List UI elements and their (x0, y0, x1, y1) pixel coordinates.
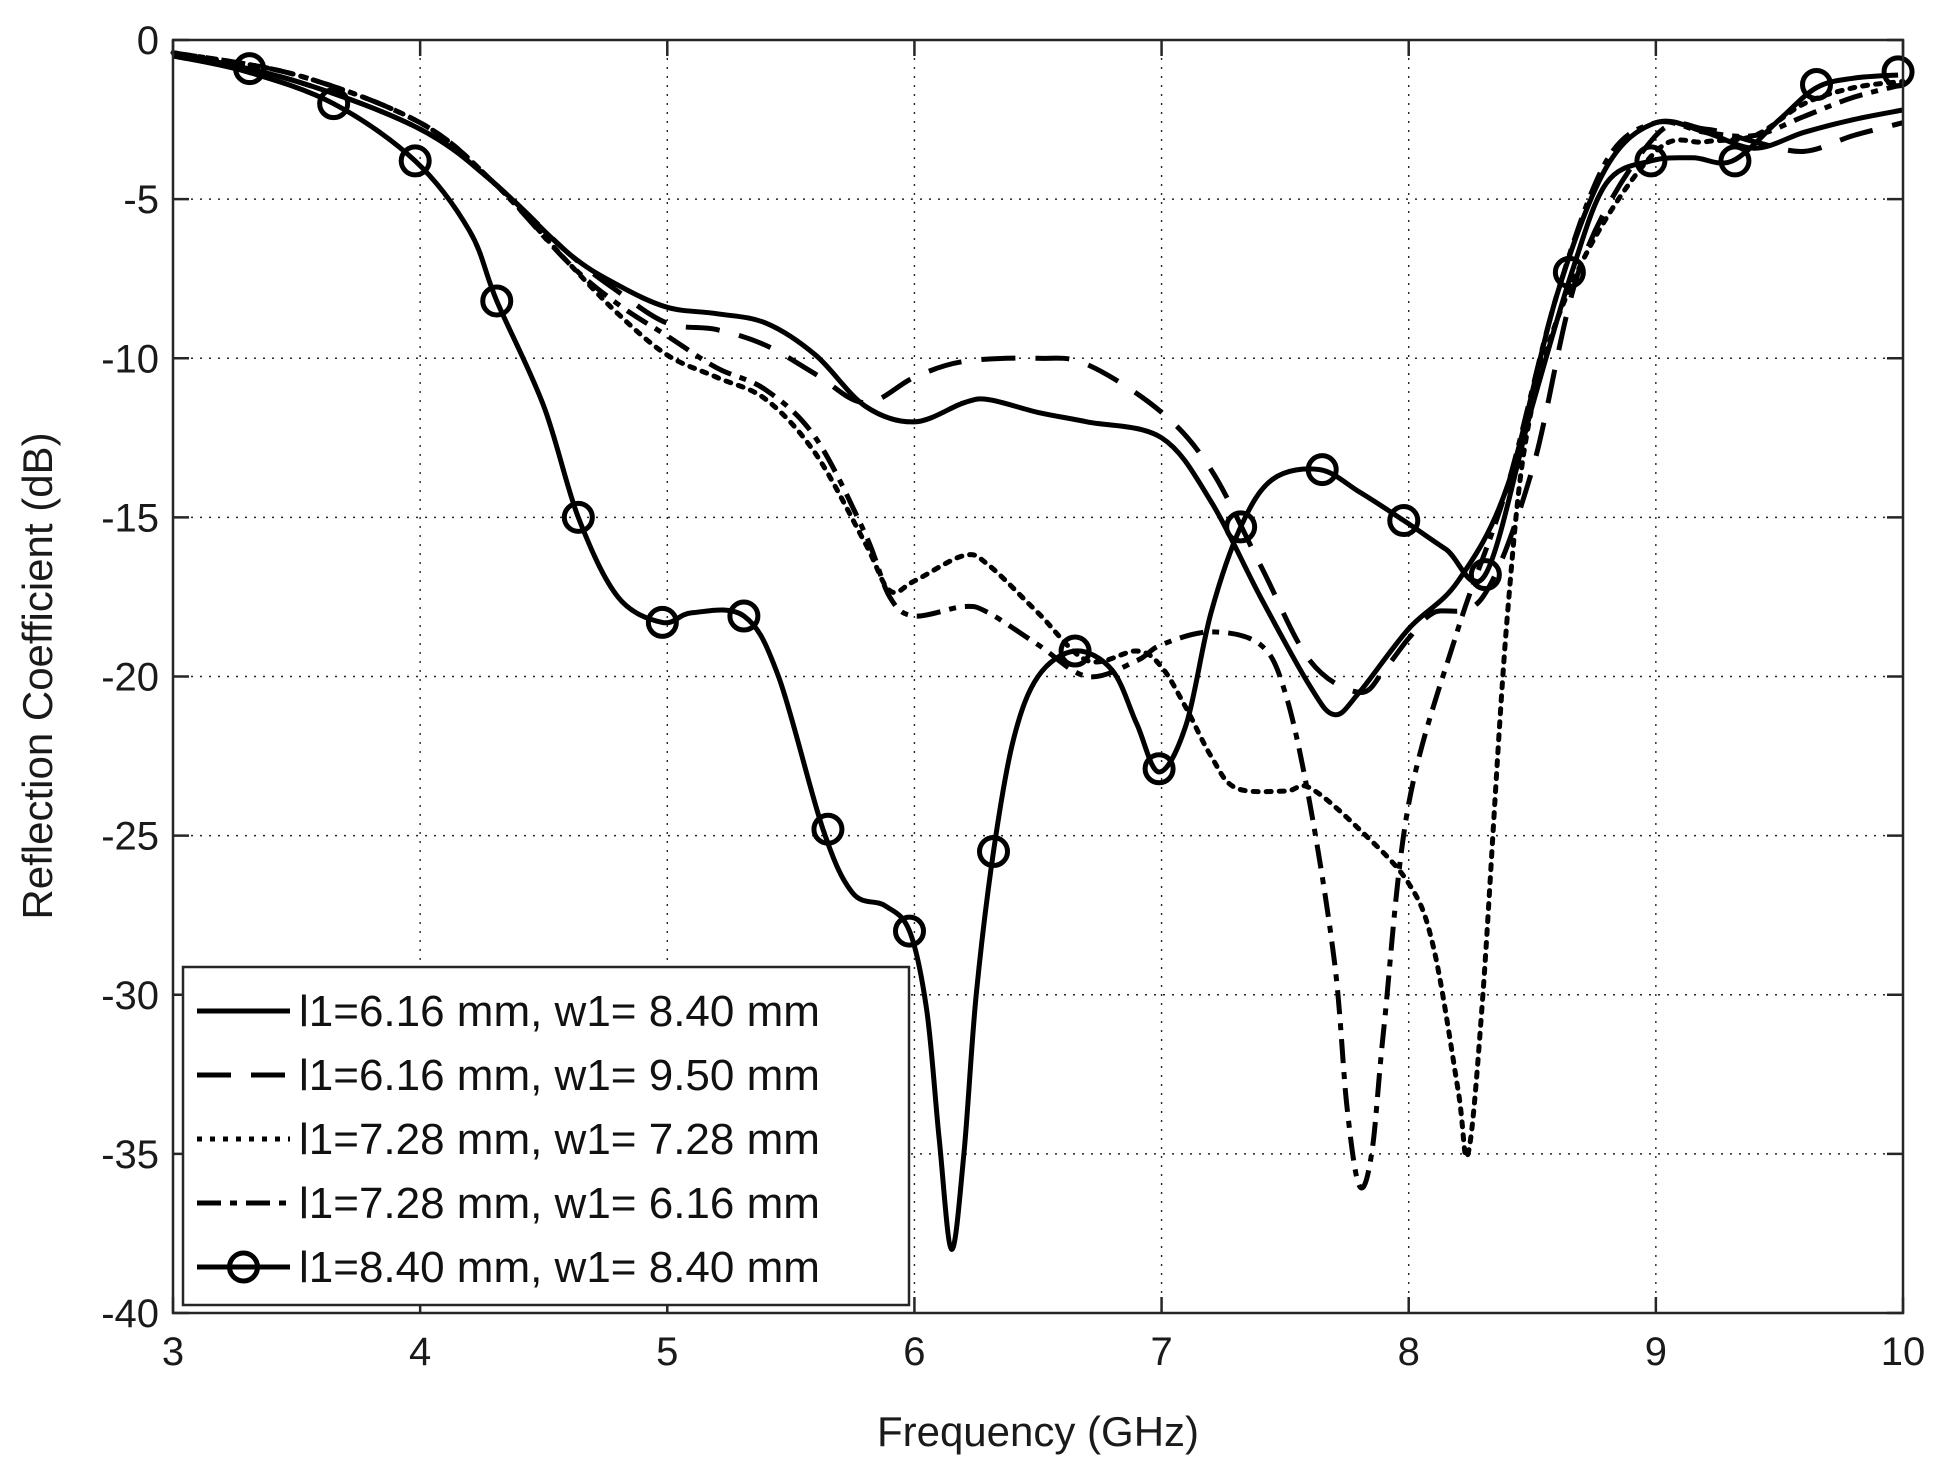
x-tick-label: 9 (1645, 1330, 1667, 1374)
legend-label-5: l1=8.40 mm, w1= 8.40 mm (299, 1243, 820, 1292)
y-tick-label: -30 (101, 974, 159, 1018)
y-tick-label: -25 (101, 815, 159, 859)
y-tick-label: -40 (101, 1292, 159, 1336)
data-point-marker (1224, 510, 1258, 544)
legend-box (181, 965, 911, 1307)
data-point-marker (727, 599, 761, 633)
legend-label-2: l1=6.16 mm, w1= 9.50 mm (299, 1051, 820, 1100)
data-point-marker (1387, 504, 1421, 538)
series-line-2 (172, 50, 1904, 695)
y-tick-label: 0 (137, 19, 159, 63)
data-point-marker (1552, 255, 1586, 289)
x-tick-label: 10 (1881, 1330, 1926, 1374)
legend-label-4: l1=7.28 mm, w1= 6.16 mm (299, 1179, 820, 1228)
y-axis-label: Reflection Coefficient (dB) (14, 432, 61, 919)
data-point-marker (977, 835, 1011, 869)
data-point-marker (811, 812, 845, 846)
series-line-4 (172, 50, 1904, 1191)
x-tick-label: 3 (162, 1330, 184, 1374)
legend: l1=6.16 mm, w1= 8.40 mm l1=6.16 mm, w1= 9… (181, 965, 911, 1307)
y-tick-label: -15 (101, 496, 159, 540)
x-axis-label: Frequency (GHz) (877, 1408, 1199, 1455)
y-tick-label: -20 (101, 656, 159, 700)
legend-marker-icon (227, 1250, 260, 1284)
series-lines (170, 50, 1906, 1252)
series-markers (233, 52, 1915, 948)
y-tick-label: -10 (101, 337, 159, 381)
data-point-marker (480, 284, 514, 318)
data-point-marker (398, 144, 432, 178)
data-point-marker (1800, 68, 1833, 102)
x-tick-label: 6 (903, 1330, 925, 1374)
x-axis-tick-labels: 3 4 5 6 7 8 9 10 (162, 1330, 1925, 1374)
y-tick-label: -35 (101, 1133, 159, 1177)
x-tick-label: 5 (656, 1330, 678, 1374)
data-point-marker (1468, 558, 1502, 592)
y-axis-tick-labels: 0 -5 -10 -15 -20 -25 -30 -35 -40 (101, 19, 159, 1336)
x-tick-label: 4 (409, 1330, 431, 1374)
data-point-marker (233, 52, 267, 86)
legend-label-1: l1=6.16 mm, w1= 8.40 mm (299, 987, 820, 1036)
y-tick-label: -5 (123, 178, 159, 222)
data-point-marker (561, 500, 595, 534)
data-point-marker (1305, 453, 1339, 487)
x-tick-label: 7 (1150, 1330, 1172, 1374)
data-point-marker (1634, 144, 1668, 178)
legend-label-3: l1=7.28 mm, w1= 7.28 mm (299, 1115, 820, 1164)
data-point-marker (1881, 55, 1915, 89)
series-line-3 (170, 50, 1906, 1160)
data-point-marker (892, 914, 926, 948)
data-point-marker (1718, 144, 1752, 178)
axis-ticks (171, 38, 1905, 1315)
series-line-5 (172, 53, 1899, 1252)
data-point-marker (317, 87, 351, 121)
data-point-marker (645, 605, 679, 639)
data-point-marker (1142, 752, 1176, 786)
series-line-1 (172, 50, 1904, 718)
x-tick-label: 8 (1398, 1330, 1420, 1374)
data-point-marker (1058, 634, 1092, 668)
